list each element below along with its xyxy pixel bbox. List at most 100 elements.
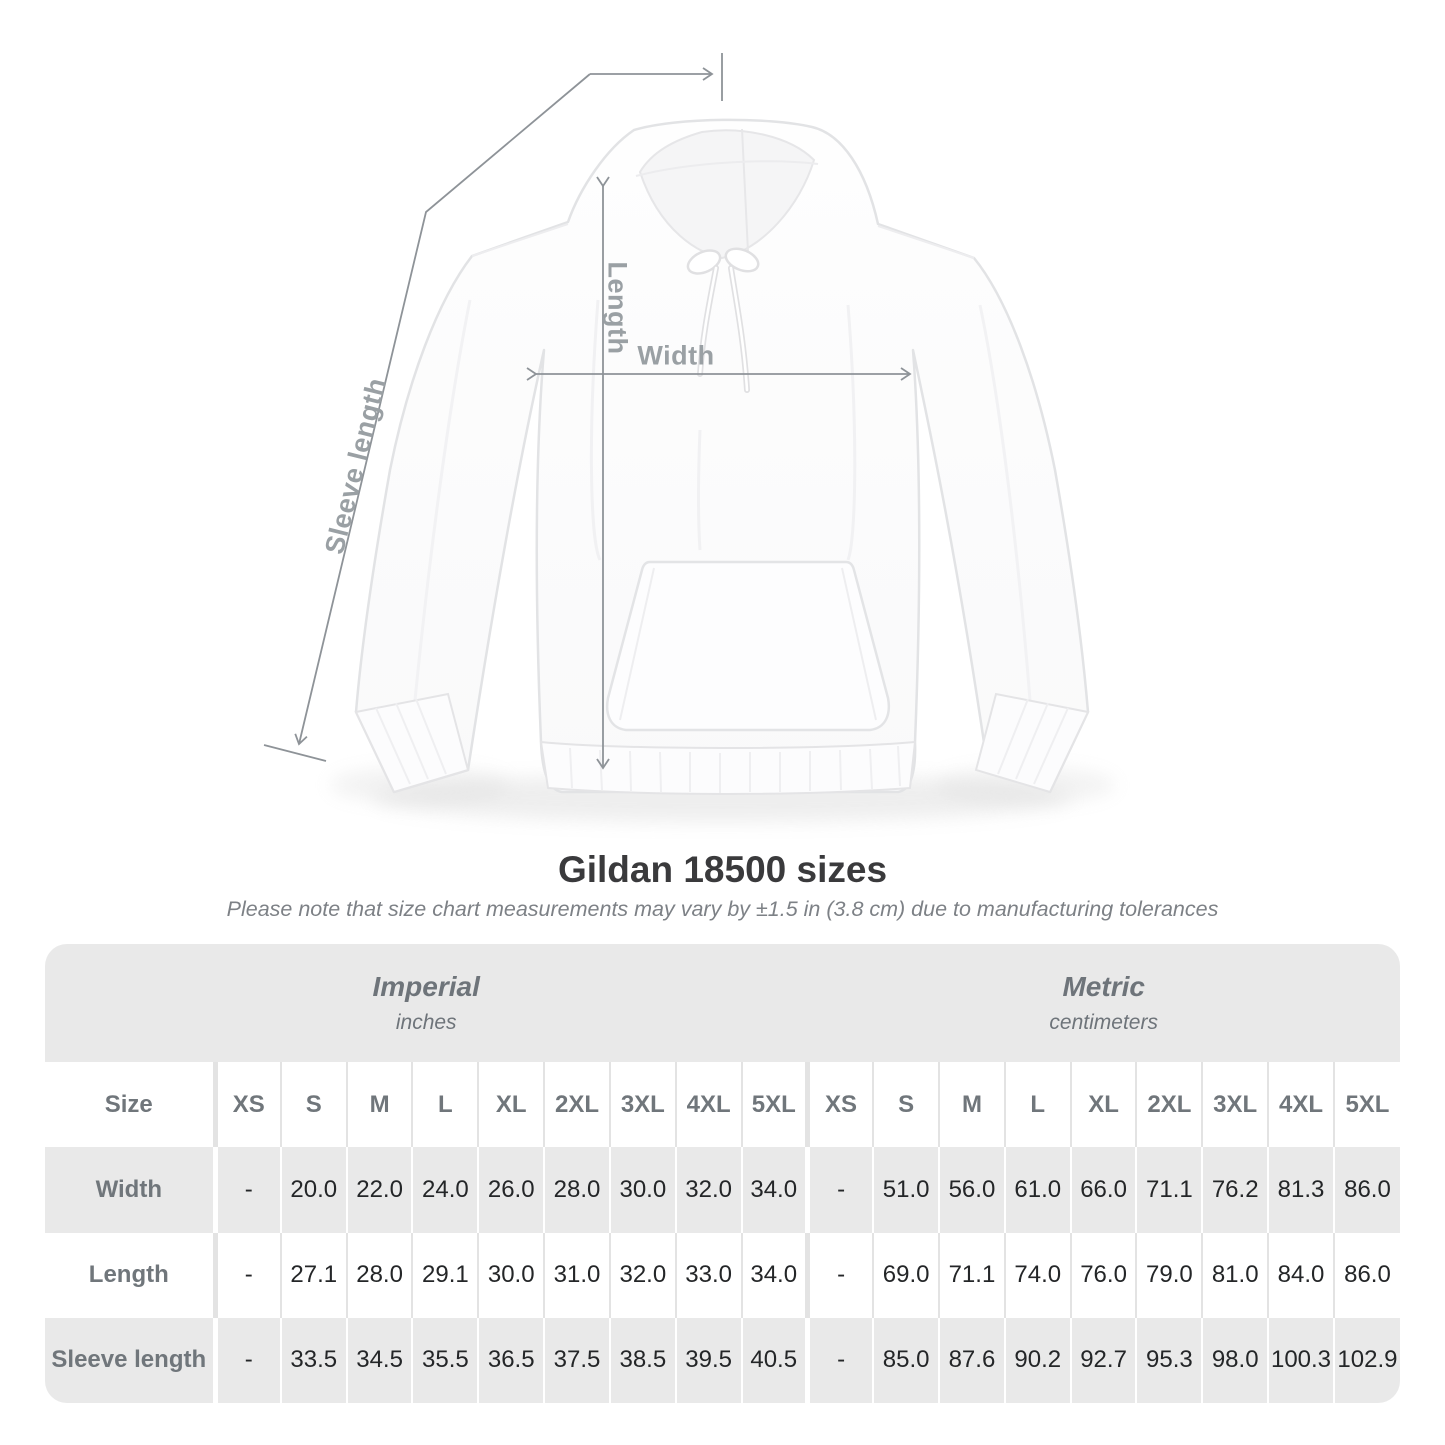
value-cell: 28.0 — [543, 1147, 610, 1233]
value-cell: 32.0 — [674, 1147, 742, 1233]
value-cell: - — [212, 1232, 281, 1318]
value-cell: 81.3 — [1267, 1147, 1334, 1233]
value-cell: 86.0 — [1332, 1232, 1400, 1318]
value-cell: 76.0 — [1069, 1232, 1137, 1318]
value-cell: 20.0 — [279, 1147, 347, 1233]
metric-label: Metric — [1062, 971, 1145, 1003]
hoodie-drawstrings — [686, 247, 760, 393]
value-cell: 100.3 — [1267, 1317, 1334, 1403]
value-cell: 86.0 — [1332, 1147, 1400, 1233]
value-cell: 27.1 — [279, 1232, 347, 1318]
hem-band — [539, 740, 917, 795]
value-cell: 36.5 — [477, 1317, 545, 1403]
size-header: M — [938, 1062, 1005, 1148]
value-cell: 29.1 — [411, 1232, 479, 1318]
size-header: S — [872, 1062, 940, 1148]
row-label-sleeve-length: Sleeve length — [51, 1346, 207, 1374]
units-header-row: Imperial inches Metric centimeters — [45, 944, 1400, 1063]
size-chart: Imperial inches Metric centimeters Size … — [45, 944, 1400, 1403]
row-label-length: Length — [88, 1261, 169, 1289]
imperial-label: Imperial — [372, 971, 480, 1003]
value-cell: 26.0 — [477, 1147, 545, 1233]
value-cell: 34.0 — [740, 1232, 808, 1318]
value-cell: 30.0 — [477, 1232, 545, 1318]
value-cell: - — [804, 1232, 874, 1318]
value-cell: - — [804, 1147, 874, 1233]
size-header: 3XL — [1201, 1062, 1269, 1148]
size-header: XS — [212, 1062, 281, 1148]
size-header: 2XL — [543, 1062, 610, 1148]
imperial-unit: inches — [395, 1011, 457, 1035]
metric-section-header: Metric centimeters — [807, 944, 1400, 1062]
size-header: L — [411, 1062, 479, 1148]
size-header: L — [1003, 1062, 1071, 1148]
value-cell: 102.9 — [1332, 1317, 1400, 1403]
size-column-label: Size — [104, 1090, 153, 1118]
size-header: 2XL — [1135, 1062, 1203, 1148]
value-cell: 31.0 — [543, 1232, 610, 1318]
value-cell: 32.0 — [608, 1232, 676, 1318]
value-cell: 71.1 — [938, 1232, 1005, 1318]
value-cell: - — [212, 1317, 281, 1403]
hood — [635, 128, 819, 260]
length-row: Length - 27.1 28.0 29.1 30.0 31.0 32.0 3… — [45, 1232, 1400, 1318]
value-cell: 39.5 — [674, 1317, 742, 1403]
value-cell: 37.5 — [543, 1317, 610, 1403]
value-cell: 71.1 — [1135, 1147, 1203, 1233]
value-cell: 66.0 — [1069, 1147, 1137, 1233]
value-cell: 24.0 — [411, 1147, 479, 1233]
value-cell: 28.0 — [345, 1232, 413, 1318]
value-cell: 69.0 — [872, 1232, 940, 1318]
row-label-width: Width — [95, 1176, 162, 1203]
value-cell: 74.0 — [1003, 1232, 1071, 1318]
value-cell: 22.0 — [345, 1147, 413, 1233]
value-cell: - — [804, 1317, 874, 1403]
width-row: Width - 20.0 22.0 24.0 26.0 28.0 30.0 32… — [45, 1147, 1400, 1233]
size-header: XL — [1069, 1062, 1137, 1148]
value-cell: 38.5 — [608, 1317, 676, 1403]
sleeve-cuffs — [354, 692, 1090, 794]
sleeve-length-arrow — [263, 53, 723, 762]
value-cell: 76.2 — [1201, 1147, 1269, 1233]
size-header: 3XL — [608, 1062, 676, 1148]
value-cell: 34.5 — [345, 1317, 413, 1403]
size-header: 5XL — [740, 1062, 808, 1148]
page-title: Gildan 18500 sizes — [557, 849, 888, 890]
size-header: S — [279, 1062, 347, 1148]
metric-unit: centimeters — [1049, 1011, 1158, 1035]
value-cell: 90.2 — [1003, 1317, 1071, 1403]
value-cell: 81.0 — [1201, 1232, 1269, 1318]
value-cell: 56.0 — [938, 1147, 1005, 1233]
imperial-section-header: Imperial inches — [45, 944, 807, 1062]
size-header-row: Size XS S M L XL 2XL 3XL 4XL 5XL XS S M … — [45, 1062, 1400, 1148]
hoodie-size-diagram: Width Length Sleeve length — [263, 53, 1115, 822]
size-chart-table: Imperial inches Metric centimeters Size … — [45, 944, 1400, 1403]
size-header: 5XL — [1332, 1062, 1400, 1148]
size-header: XL — [477, 1062, 545, 1148]
size-header: XS — [804, 1062, 874, 1148]
sleeve-bottom-tick — [263, 744, 327, 762]
size-header: M — [345, 1062, 413, 1148]
value-cell: 98.0 — [1201, 1317, 1269, 1403]
size-header: 4XL — [1267, 1062, 1334, 1148]
hoodie-illustration — [263, 53, 1115, 822]
hoodie-body — [354, 118, 1090, 794]
value-cell: 33.5 — [279, 1317, 347, 1403]
size-header: 4XL — [674, 1062, 742, 1148]
value-cell: 51.0 — [872, 1147, 940, 1233]
value-cell: 40.5 — [740, 1317, 808, 1403]
value-cell: - — [212, 1147, 281, 1233]
value-cell: 84.0 — [1267, 1232, 1334, 1318]
value-cell: 87.6 — [938, 1317, 1005, 1403]
value-cell: 33.0 — [674, 1232, 742, 1318]
value-cell: 61.0 — [1003, 1147, 1071, 1233]
sleeve-length-row: Sleeve length - 33.5 34.5 35.5 36.5 37.5… — [45, 1317, 1400, 1403]
value-cell: 95.3 — [1135, 1317, 1203, 1403]
value-cell: 92.7 — [1069, 1317, 1137, 1403]
value-cell: 85.0 — [872, 1317, 940, 1403]
value-cell: 79.0 — [1135, 1232, 1203, 1318]
length-measure-label: Length — [602, 261, 633, 355]
kangaroo-pocket — [606, 560, 890, 732]
value-cell: 30.0 — [608, 1147, 676, 1233]
